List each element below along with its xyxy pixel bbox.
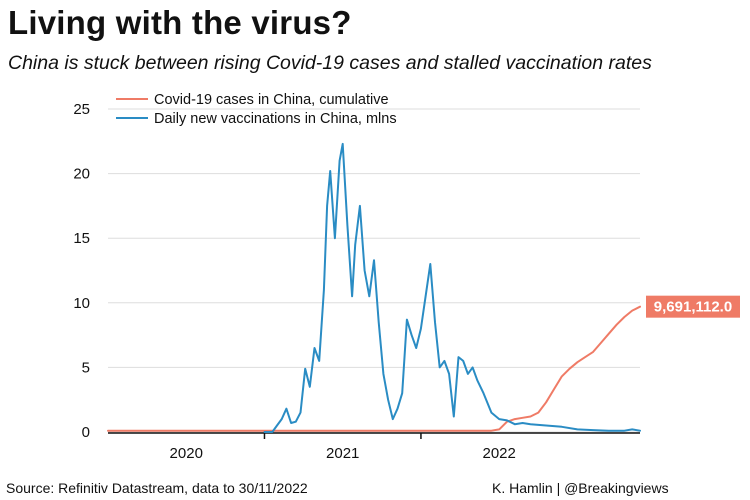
chart-subtitle: China is stuck between rising Covid-19 c… — [8, 52, 652, 74]
x-tick-label: 2022 — [482, 445, 515, 462]
y-tick-label: 15 — [73, 230, 90, 247]
legend-label-cases: Covid-19 cases in China, cumulative — [154, 92, 389, 108]
x-tick-label: 2021 — [326, 445, 359, 462]
y-tick-label: 10 — [73, 295, 90, 312]
credit-note: K. Hamlin | @Breakingviews — [492, 480, 669, 496]
end-value-badge — [646, 295, 740, 318]
legend-label-vaccinations: Daily new vaccinations in China, mlns — [154, 111, 397, 127]
source-note: Source: Refinitiv Datastream, data to 30… — [6, 480, 308, 496]
y-tick-label: 25 — [73, 101, 90, 118]
cases-line — [107, 305, 641, 432]
y-tick-label: 20 — [73, 166, 90, 183]
vaccinations-line — [263, 142, 641, 433]
y-tick-label: 5 — [82, 359, 90, 376]
x-tick-label: 2020 — [170, 445, 203, 462]
y-tick-label: 0 — [82, 424, 90, 441]
chart-title: Living with the virus? — [8, 4, 352, 41]
end-value-label: 9,691,112.0 — [654, 299, 732, 316]
